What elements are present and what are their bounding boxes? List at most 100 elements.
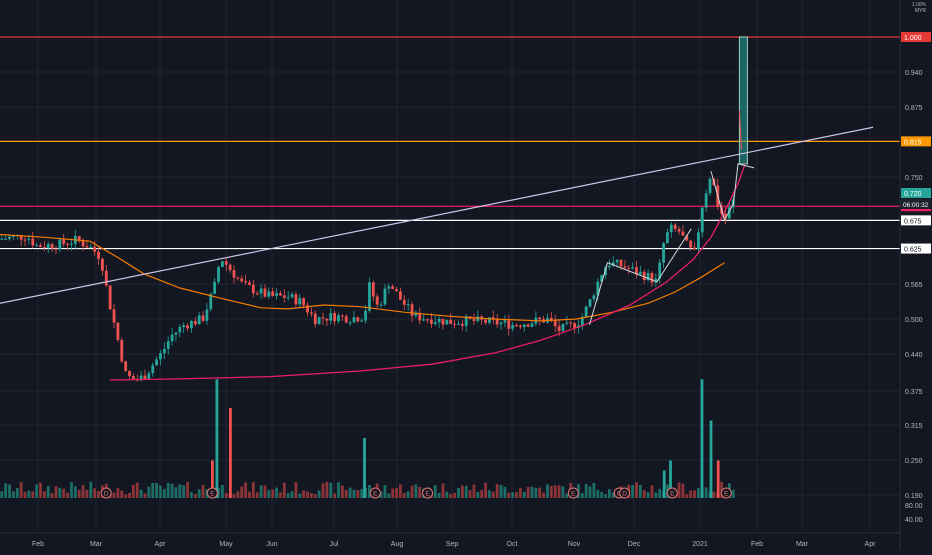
zigzag-pattern-2 (710, 163, 755, 222)
volume-bar (530, 486, 534, 498)
volume-bar (310, 493, 313, 498)
candle-body (298, 298, 302, 305)
volume-bar (77, 489, 81, 498)
candle-body (356, 317, 360, 322)
candle-body (147, 373, 151, 380)
candle-body (139, 375, 143, 380)
volume-bar (162, 489, 166, 498)
volume-tick-label: 80.00 (905, 503, 923, 510)
volume-bar (112, 492, 116, 498)
event-marker[interactable] (100, 487, 112, 499)
x-tick-label: Jul (330, 541, 339, 548)
event-marker-label: E (425, 491, 430, 498)
volume-bar (0, 491, 4, 498)
candle-body (453, 323, 456, 325)
volume-bar (410, 485, 414, 498)
volume-bar (120, 490, 124, 498)
candle-body (282, 295, 286, 298)
candle-body (128, 370, 131, 376)
volume-bar (476, 492, 480, 498)
candle-body (662, 243, 665, 263)
volume-bar (317, 490, 321, 498)
volume-bar (654, 492, 658, 498)
ascending-trendline (0, 126, 874, 304)
volume-bar (267, 490, 271, 498)
volume-bar (151, 482, 155, 498)
candle-body (693, 247, 696, 250)
moving-average-line (0, 233, 725, 322)
y-tick-label: 0.940 (905, 70, 923, 77)
x-tick-label: May (219, 541, 233, 548)
event-marker[interactable] (206, 487, 218, 499)
candle-body (569, 322, 573, 324)
candle-body (650, 273, 654, 283)
volume-bar (611, 492, 615, 498)
event-marker[interactable] (567, 487, 579, 499)
candle-body (170, 334, 174, 342)
event-marker[interactable] (720, 487, 732, 499)
candle-body (724, 213, 727, 219)
volume-bar (689, 490, 693, 498)
volume-bar (170, 483, 174, 498)
candle-body (476, 316, 480, 322)
event-marker[interactable] (619, 487, 631, 499)
volume-bar (279, 492, 282, 498)
volume-bar (464, 485, 468, 498)
level-price-label: 0.815 (904, 139, 922, 146)
volume-bar (526, 486, 530, 498)
volume-bar (658, 489, 662, 498)
candle-body (197, 315, 201, 325)
volume-bar (217, 487, 220, 498)
y-tick-label: 0.750 (905, 175, 923, 182)
volume-bar (348, 487, 352, 498)
volume-bar (499, 484, 503, 498)
x-tick-label: Feb (32, 541, 44, 548)
volume-bar (70, 482, 73, 498)
candle-body (697, 232, 700, 250)
x-tick-label: Mar (90, 541, 103, 548)
candle-body (178, 327, 182, 333)
candle-body (584, 306, 588, 317)
volume-bar (395, 488, 398, 498)
x-tick-label: Dec (628, 541, 641, 548)
volume-spike-bar (229, 408, 232, 498)
volume-bar (193, 493, 197, 498)
candle-body (530, 323, 534, 327)
overlays (0, 126, 874, 381)
candle-body (495, 318, 499, 325)
volume-bar (507, 492, 511, 498)
candle-body (669, 224, 673, 233)
volume-spike-bar (669, 460, 672, 498)
candle-body (27, 238, 31, 240)
x-tick-label: Oct (507, 541, 518, 548)
x-tick-label: Apr (155, 541, 167, 548)
volume-bar (97, 490, 100, 498)
event-marker[interactable] (369, 487, 381, 499)
volume-bar (313, 494, 317, 498)
candle-body (337, 315, 340, 322)
volume-bar (368, 485, 371, 498)
volume-bar (244, 482, 248, 498)
volume-bar (325, 481, 329, 498)
candle-body (116, 322, 120, 341)
volume-bar (642, 489, 646, 498)
candle-body (515, 324, 518, 326)
candle-body (348, 322, 352, 324)
volume-bar (66, 492, 69, 498)
candle-body (159, 353, 162, 360)
volume-bar (414, 484, 418, 498)
event-marker[interactable] (422, 487, 433, 499)
grid (0, 0, 900, 530)
candle-body (360, 320, 364, 322)
candle-body (35, 245, 39, 247)
event-markers[interactable]: DEEEEEDEE (100, 487, 732, 499)
volume-bar (704, 487, 708, 498)
candle-body (383, 288, 387, 305)
candle-body (89, 246, 93, 248)
event-marker[interactable] (666, 487, 678, 499)
candle-body (279, 293, 282, 296)
volume-bar (697, 488, 700, 498)
